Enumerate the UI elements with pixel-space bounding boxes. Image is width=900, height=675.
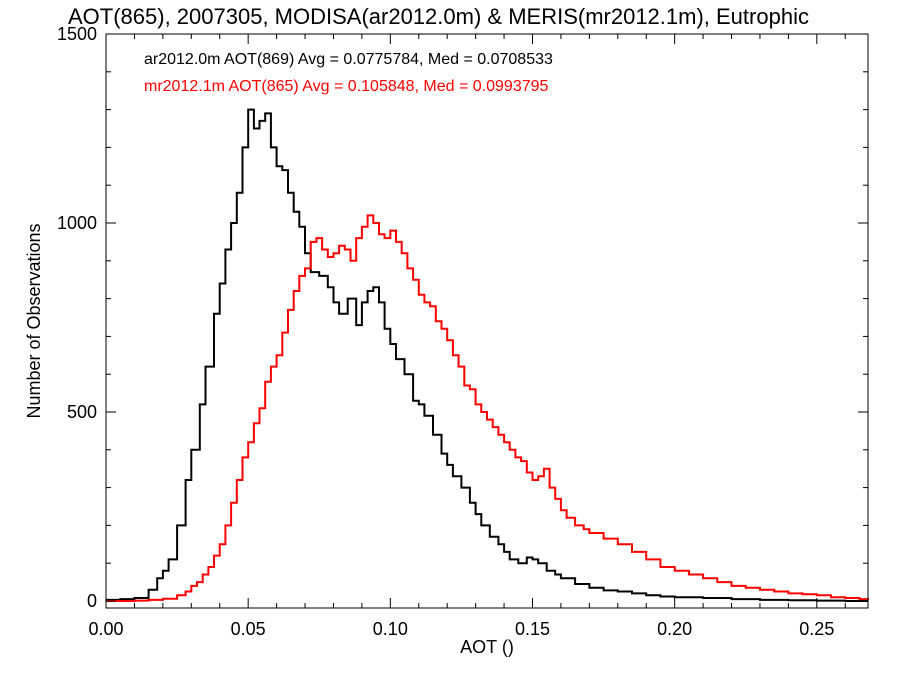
series-layer (106, 108, 869, 602)
x-tick-label-4: 0.20 (657, 619, 692, 639)
series-line-1 (106, 214, 869, 602)
x-tick-label-2: 0.10 (373, 619, 408, 639)
legend-entry-0: ar2012.0m AOT(869) Avg = 0.0775784, Med … (144, 51, 553, 68)
legend-entry-1: mr2012.1m AOT(865) Avg = 0.105848, Med =… (144, 78, 549, 95)
chart-title: AOT(865), 2007305, MODISA(ar2012.0m) & M… (68, 4, 809, 29)
x-tick-label-5: 0.25 (799, 619, 834, 639)
x-axis-ticks: 0.00 0.05 0.10 0.15 0.20 0.25 (88, 34, 846, 639)
x-tick-label-0: 0.00 (88, 619, 123, 639)
y-axis-label: Number of Observations (24, 223, 44, 418)
legend: ar2012.0m AOT(869) Avg = 0.0775784, Med … (144, 51, 553, 95)
x-tick-label-1: 0.05 (231, 619, 266, 639)
y-tick-label-1: 500 (67, 402, 97, 422)
x-tick-label-3: 0.15 (515, 619, 550, 639)
x-axis-label: AOT () (460, 637, 514, 657)
plot-frame (105, 33, 869, 609)
y-axis-ticks: 0 500 1000 1500 (57, 24, 868, 611)
y-tick-label-3: 1500 (57, 24, 97, 44)
y-tick-label-2: 1000 (57, 213, 97, 233)
y-tick-label-0: 0 (87, 591, 97, 611)
series-line-0 (106, 108, 868, 602)
